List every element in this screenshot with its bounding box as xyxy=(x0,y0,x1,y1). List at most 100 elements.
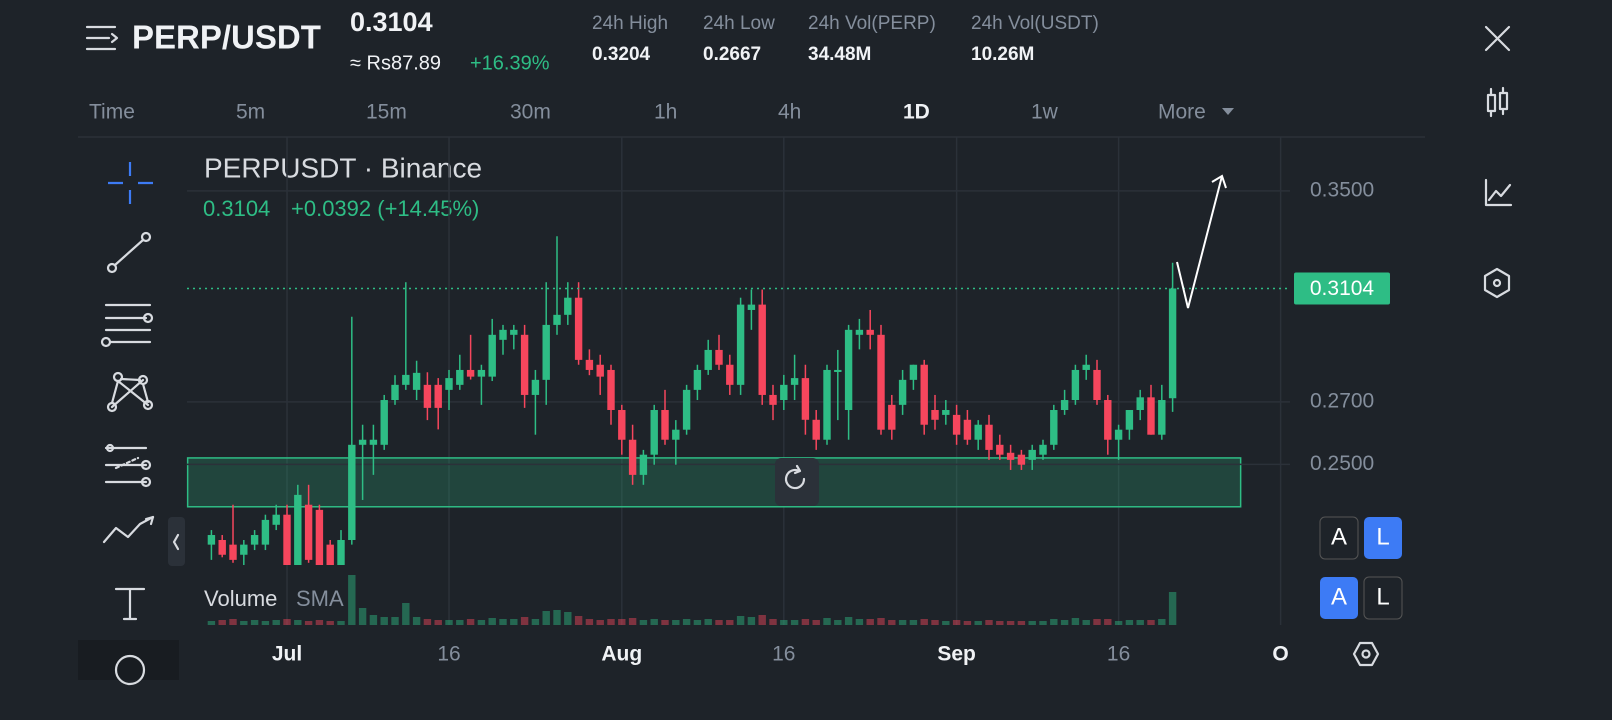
volume-bar xyxy=(952,620,961,625)
volume-bar xyxy=(391,617,399,625)
candle-body xyxy=(618,410,626,440)
candle-body xyxy=(477,369,486,377)
timeframe[interactable]: 15m xyxy=(366,101,407,124)
menu-icon[interactable] xyxy=(85,25,119,51)
volume-bar xyxy=(618,619,626,625)
indicator-icon[interactable] xyxy=(1484,178,1513,207)
candle-body xyxy=(207,535,216,545)
volume-bar xyxy=(553,610,561,625)
candle-body xyxy=(661,410,669,440)
y-tick-label: 0.3500 xyxy=(1310,178,1374,201)
reset-button[interactable] xyxy=(775,458,819,506)
volume-bar xyxy=(369,615,378,625)
candle-body xyxy=(866,329,874,335)
volume-bar xyxy=(844,617,853,625)
candle-body xyxy=(1158,400,1166,435)
path-tool[interactable] xyxy=(102,515,155,544)
candle-body xyxy=(1125,410,1134,430)
pair[interactable]: PERP/USDT xyxy=(132,19,321,56)
close-button[interactable] xyxy=(1484,25,1511,52)
candle-body xyxy=(542,324,550,380)
volume-bar xyxy=(315,620,324,625)
stat-label: 24h High xyxy=(592,13,668,34)
stat-label: 24h Vol(USDT) xyxy=(971,13,1099,34)
candle-body xyxy=(639,454,648,475)
x-tick-label: Sep xyxy=(937,643,976,666)
volume-bar xyxy=(272,620,280,625)
volume-bar xyxy=(1104,619,1112,625)
arrow-head xyxy=(1211,174,1227,189)
collapse-handle[interactable] xyxy=(168,517,185,566)
volume-bar xyxy=(780,620,788,625)
candle-body xyxy=(380,400,388,445)
more-tools[interactable] xyxy=(114,654,146,686)
candle-body xyxy=(218,539,226,555)
timeframe[interactable]: Time xyxy=(89,101,135,124)
x-tick-label: 16 xyxy=(772,643,795,666)
volume-bar xyxy=(823,618,831,625)
volume-bar xyxy=(1114,621,1123,625)
text-tool[interactable] xyxy=(114,587,146,621)
scale-button-label: A xyxy=(1331,523,1347,550)
axis-settings[interactable] xyxy=(1352,641,1380,667)
candle-body xyxy=(315,509,324,565)
plot xyxy=(187,190,1290,565)
volume-bar xyxy=(758,615,766,625)
volume-bar xyxy=(423,619,432,625)
timeframe[interactable]: 4h xyxy=(778,101,801,124)
volume-bar xyxy=(650,619,658,625)
scale-button[interactable] xyxy=(1364,517,1402,559)
candle-body xyxy=(272,514,280,525)
timeframe[interactable]: More xyxy=(1158,101,1206,124)
volume-bar xyxy=(1093,619,1101,625)
settings-icon[interactable] xyxy=(1483,267,1511,299)
collapse-arrow xyxy=(172,533,180,551)
volume-bar xyxy=(888,620,896,625)
candle-body xyxy=(326,544,334,565)
candle-body xyxy=(1093,369,1101,401)
volume-bar xyxy=(520,617,529,625)
crosshair-tool[interactable] xyxy=(108,162,153,204)
candle-body xyxy=(304,504,313,560)
volume-bar xyxy=(531,619,540,625)
volume-bar xyxy=(358,608,367,625)
candle-body xyxy=(985,424,993,450)
volume-bar xyxy=(704,619,712,625)
line-tool[interactable] xyxy=(106,231,152,274)
timeframe[interactable]: 1D xyxy=(903,101,930,124)
volume-bar xyxy=(628,618,637,625)
scale-button[interactable] xyxy=(1363,576,1403,620)
candle-body xyxy=(391,384,399,401)
timeframe[interactable]: 30m xyxy=(510,101,551,124)
candle-body xyxy=(499,329,507,340)
volume-bar xyxy=(229,619,237,625)
candle-body xyxy=(294,494,302,565)
scale-button[interactable] xyxy=(1320,577,1358,619)
pattern-tool[interactable] xyxy=(106,371,154,413)
volume-bar xyxy=(218,620,226,625)
scale-button[interactable] xyxy=(1319,516,1359,560)
volume-bar xyxy=(942,621,950,625)
volume-sma: SMA xyxy=(296,586,344,611)
candle-body xyxy=(402,374,410,385)
candle-body xyxy=(682,389,691,430)
timeframe[interactable]: 1w xyxy=(1031,101,1059,124)
fib-tool[interactable] xyxy=(100,303,154,348)
candle-icon[interactable] xyxy=(1486,86,1509,118)
volume-bar xyxy=(963,621,972,625)
more-caret xyxy=(1222,108,1234,115)
volume-bar xyxy=(801,619,810,625)
forecast-tool[interactable] xyxy=(104,443,152,488)
stat-value: 34.48M xyxy=(808,44,871,65)
volume-bar xyxy=(542,611,550,625)
candle-body xyxy=(942,410,950,415)
timeframe[interactable]: 5m xyxy=(236,101,265,124)
volume-bar xyxy=(1158,619,1166,625)
volume-bar xyxy=(855,619,864,625)
y-tick-label: 0.2700 xyxy=(1310,389,1374,412)
volume-bar xyxy=(402,603,410,625)
volume-bar xyxy=(996,621,1004,625)
volume-bar xyxy=(412,617,421,625)
timeframe[interactable]: 1h xyxy=(654,101,677,124)
